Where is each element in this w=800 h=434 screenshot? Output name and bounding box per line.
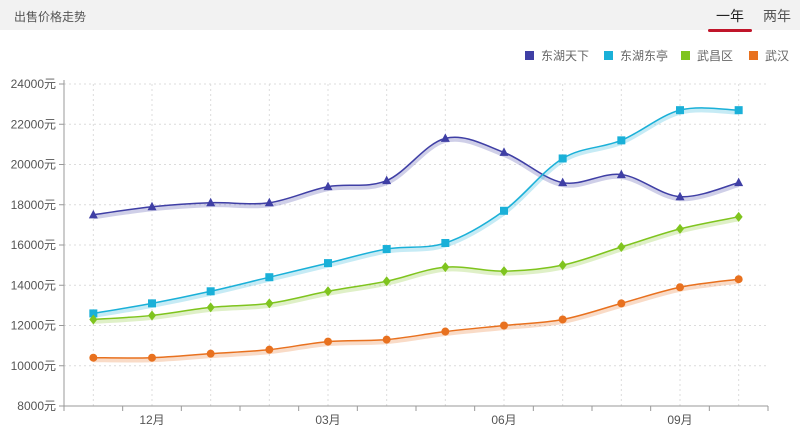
data-point[interactable] [676, 106, 684, 115]
data-point[interactable] [147, 201, 157, 211]
y-tick-label: 12000元 [11, 319, 56, 333]
y-tick-label: 20000元 [11, 158, 56, 172]
y-tick-label: 22000元 [11, 117, 56, 131]
data-point[interactable] [382, 175, 392, 185]
data-point[interactable] [616, 169, 626, 179]
data-point[interactable] [675, 191, 685, 201]
x-tick-label: 09月 [667, 413, 692, 427]
series [88, 106, 744, 363]
legend-swatch [749, 51, 758, 60]
legend-label[interactable]: 东湖天下 [541, 48, 589, 63]
axes: 8000元 10000元 12000元 14000元 16000元 18000元 20000… [11, 77, 769, 427]
x-tick-label: 06月 [491, 413, 516, 427]
data-point[interactable] [499, 147, 509, 156]
data-point[interactable] [558, 154, 567, 163]
y-tick-label: 18000元 [11, 198, 56, 212]
grid [64, 83, 768, 406]
series-line [93, 216, 739, 321]
data-point[interactable] [734, 177, 744, 187]
legend-label[interactable]: 武汉 [765, 49, 789, 63]
data-point[interactable] [89, 309, 98, 318]
legend-swatch [604, 51, 613, 60]
series-1 [89, 106, 743, 318]
data-point[interactable] [264, 197, 274, 207]
data-point[interactable] [382, 335, 391, 344]
data-point[interactable] [324, 259, 332, 268]
y-tick-label: 8000元 [17, 399, 56, 413]
data-point[interactable] [734, 275, 743, 284]
data-point[interactable] [148, 299, 156, 308]
legend-label[interactable]: 武昌区 [697, 49, 733, 63]
series-line-shadow [92, 136, 740, 220]
series-3 [89, 275, 743, 363]
legend-swatch [525, 51, 534, 60]
chart-title: 出售价格走势 [14, 10, 87, 24]
x-tick-label: 12月 [139, 413, 164, 427]
data-point[interactable] [617, 242, 626, 253]
data-point[interactable] [441, 262, 450, 273]
y-tick-label: 16000元 [11, 238, 56, 252]
data-point[interactable] [148, 310, 156, 321]
data-point[interactable] [676, 283, 684, 292]
x-tick-label: 03月 [315, 413, 340, 427]
data-point[interactable] [734, 106, 743, 115]
tab-two-years[interactable]: 两年 [763, 8, 791, 24]
data-point[interactable] [558, 177, 568, 187]
active-tab-indicator [708, 29, 752, 32]
data-point[interactable] [617, 299, 626, 308]
data-point[interactable] [265, 298, 274, 309]
data-point[interactable] [88, 209, 98, 219]
header-bar: 出售价格走势 一年 两年 [0, 0, 800, 32]
data-point[interactable] [500, 266, 508, 277]
y-tick-label: 24000元 [11, 77, 56, 91]
data-point[interactable] [441, 327, 450, 336]
data-point[interactable] [558, 260, 567, 271]
legend: 东湖天下 东湖东亭 武昌区 武汉 [525, 48, 789, 63]
data-point[interactable] [382, 245, 391, 254]
data-point[interactable] [206, 197, 216, 207]
data-point[interactable] [440, 133, 450, 142]
series-line [93, 278, 739, 359]
data-point[interactable] [734, 211, 743, 222]
data-point[interactable] [324, 337, 332, 346]
data-point[interactable] [89, 353, 98, 362]
data-point[interactable] [324, 286, 332, 297]
data-point[interactable] [441, 238, 450, 247]
data-point[interactable] [617, 136, 626, 145]
series-line-shadow [93, 216, 740, 324]
series-line-shadow [93, 278, 740, 363]
data-point[interactable] [265, 273, 274, 282]
y-tick-label: 10000元 [11, 359, 56, 373]
data-point[interactable] [676, 223, 684, 234]
data-point[interactable] [206, 349, 215, 358]
tab-one-year[interactable]: 一年 [716, 8, 744, 24]
price-trend-chart: 8000元 10000元 12000元 14000元 16000元 18000元 20000… [11, 48, 789, 427]
legend-swatch [681, 51, 690, 60]
data-point[interactable] [148, 353, 156, 362]
series-0 [88, 133, 744, 220]
data-point[interactable] [206, 287, 215, 296]
data-point[interactable] [382, 276, 391, 287]
series-line-shadow [92, 107, 739, 318]
data-point[interactable] [89, 314, 98, 325]
data-point[interactable] [500, 206, 508, 215]
data-point[interactable] [265, 345, 274, 354]
legend-label[interactable]: 东湖东亭 [620, 48, 668, 63]
series-line [93, 136, 739, 216]
series-line [93, 107, 739, 315]
data-point[interactable] [323, 181, 333, 191]
series-2 [89, 211, 743, 325]
data-point[interactable] [558, 315, 567, 324]
data-point[interactable] [500, 321, 508, 330]
data-point[interactable] [206, 302, 215, 313]
y-tick-label: 14000元 [11, 278, 56, 292]
